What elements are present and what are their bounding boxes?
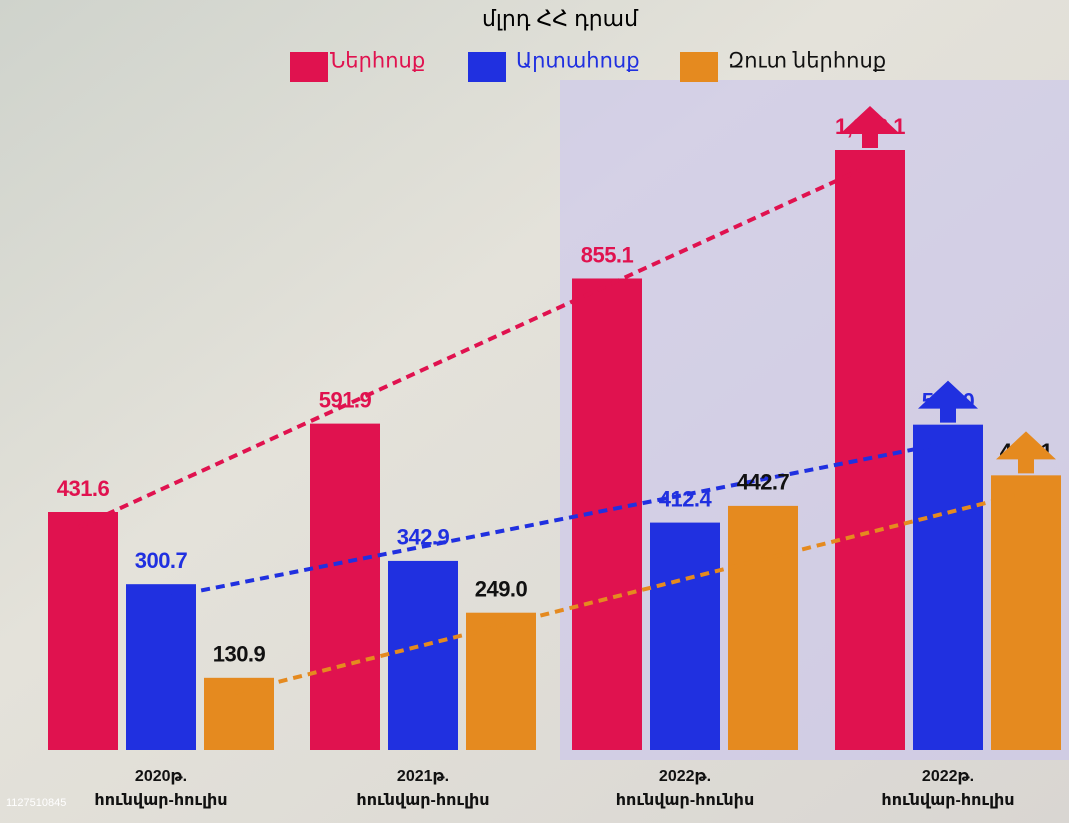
bar: [835, 150, 905, 750]
value-label: 130.9: [213, 642, 266, 667]
bar: [126, 584, 196, 750]
legend-label: Զուտ ներհոսք: [728, 50, 886, 73]
bar: [650, 523, 720, 750]
legend-label: Ներհոսք: [330, 50, 425, 73]
bar: [991, 475, 1061, 750]
value-label: 591.9: [319, 387, 372, 412]
legend-swatch: [290, 52, 328, 82]
bar: [572, 278, 642, 750]
bar: [310, 424, 380, 750]
bar: [728, 506, 798, 750]
value-label: 855.1: [581, 242, 634, 267]
value-label: 442.7: [737, 470, 790, 495]
watermark: 1127510845: [6, 797, 66, 809]
legend-swatch: [468, 52, 506, 82]
value-label: 300.7: [135, 548, 188, 573]
subtitle: մլրդ ՀՀ դրամ: [482, 6, 639, 31]
legend-label: Արտահոսք: [516, 50, 640, 73]
chart: մլրդ ՀՀ դրամ 1127510845 Ներհոսք 431.6 591.…: [0, 0, 1069, 823]
value-label: 249.0: [475, 577, 528, 602]
legend-swatch: [680, 52, 718, 82]
value-label: 431.6: [57, 476, 110, 501]
bar: [204, 678, 274, 750]
bar: [388, 561, 458, 750]
bar: [48, 512, 118, 750]
bar: [913, 425, 983, 750]
